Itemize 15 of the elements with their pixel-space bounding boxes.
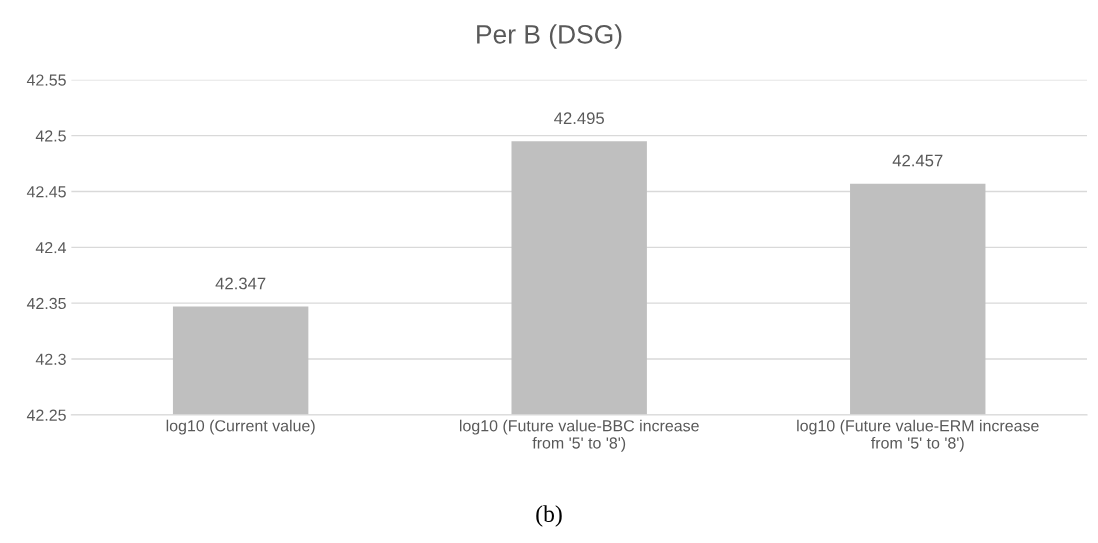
x-tick-label: log10 (Current value) (166, 419, 315, 435)
data-label: 42.495 (554, 112, 604, 125)
y-tick-label: 42.55 (26, 74, 66, 86)
y-tick-label: 42.5 (35, 130, 66, 142)
y-tick-label: 42.3 (35, 353, 66, 365)
y-tick-label: 42.35 (26, 297, 66, 310)
data-label: 42.347 (215, 277, 266, 290)
y-tick-label: 42.45 (26, 186, 66, 198)
chart-title: Per B (DSG) (477, 24, 622, 49)
data-label: 42.457 (892, 154, 943, 167)
x-tick-label: log10 (Future value-ERM increase from '5' to '8') (797, 419, 1039, 452)
text: (b) (536, 505, 562, 527)
x-tick-label: log10 (Future value-BBC increase from '5' to '8') (459, 419, 699, 452)
y-tick-label: 42.4 (35, 241, 67, 254)
y-tick-label: 42.25 (26, 409, 66, 421)
